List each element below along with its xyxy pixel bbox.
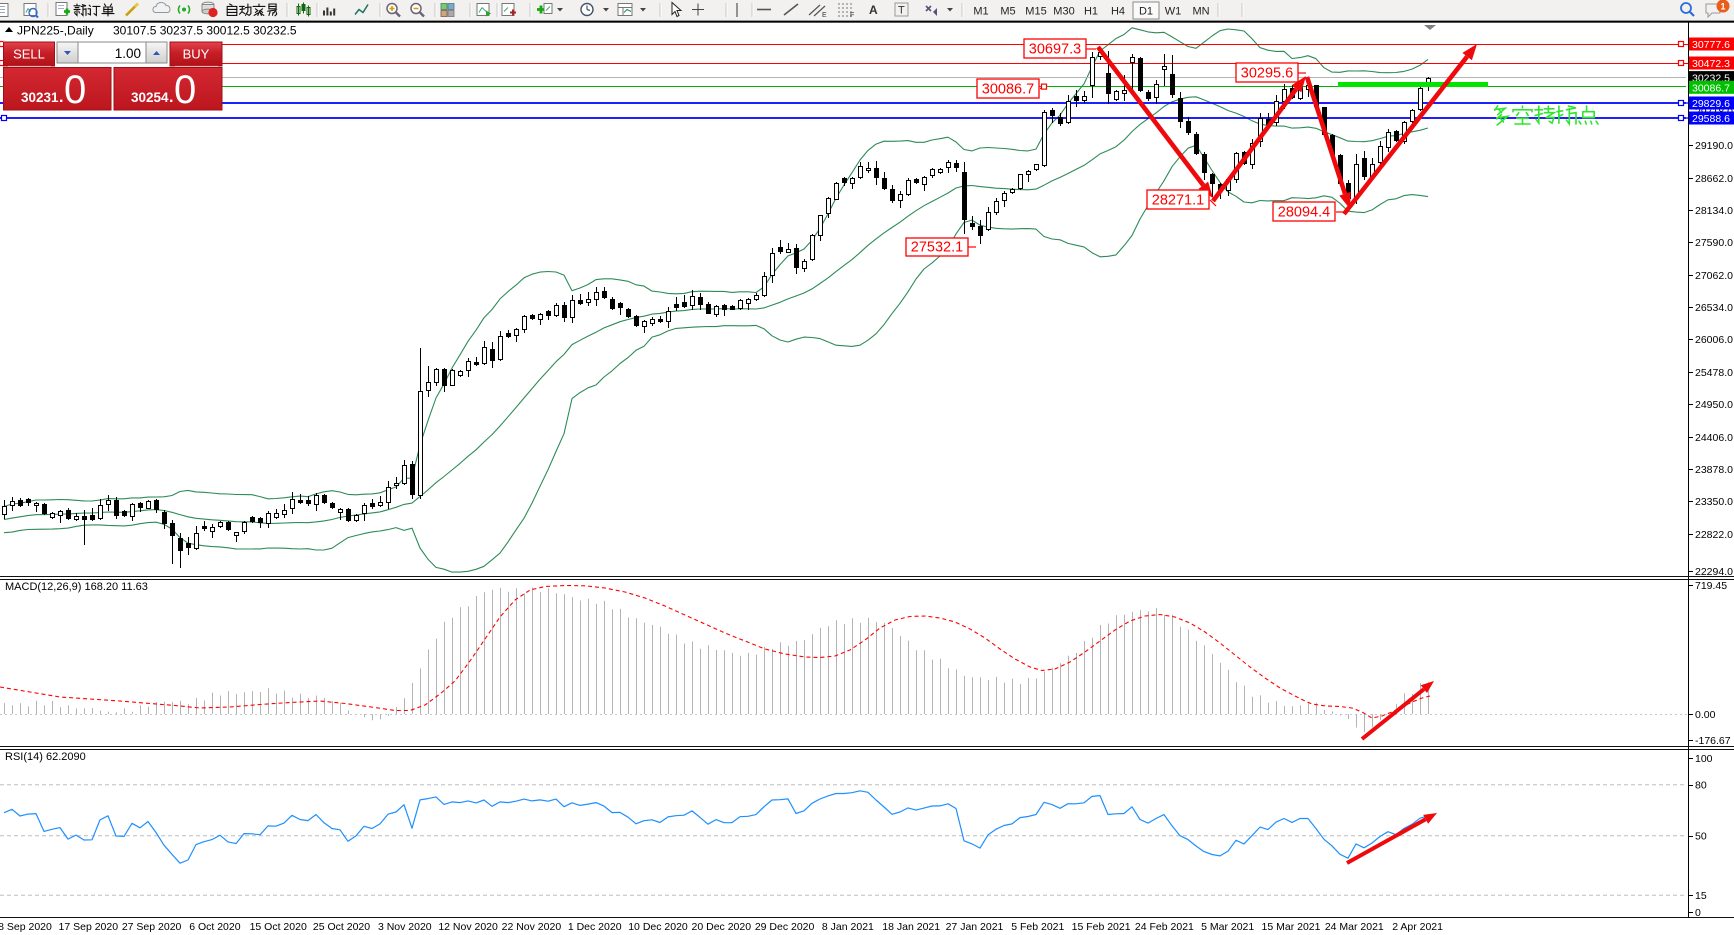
svg-text:T: T: [898, 5, 905, 17]
svg-text:RSI(14) 62.2090: RSI(14) 62.2090: [5, 751, 86, 763]
svg-text:24 Feb 2021: 24 Feb 2021: [1135, 921, 1194, 933]
svg-text:24950.0: 24950.0: [1695, 399, 1733, 411]
svg-text:15 Mar 2021: 15 Mar 2021: [1262, 921, 1321, 933]
svg-text:D1: D1: [1139, 6, 1153, 18]
svg-text:SELL: SELL: [13, 47, 45, 62]
svg-text:30472.3: 30472.3: [1692, 58, 1730, 70]
svg-text:-176.67: -176.67: [1695, 735, 1731, 747]
svg-text:24 Mar 2021: 24 Mar 2021: [1325, 921, 1384, 933]
svg-text:1: 1: [1720, 2, 1725, 12]
svg-text:M30: M30: [1053, 6, 1074, 18]
svg-text:8 Sep 2020: 8 Sep 2020: [0, 921, 52, 933]
svg-text:30107.5 30237.5 30012.5 30232.: 30107.5 30237.5 30012.5 30232.5: [113, 24, 297, 38]
svg-text:24406.0: 24406.0: [1695, 432, 1733, 444]
svg-text:A: A: [869, 3, 878, 17]
svg-text:50: 50: [1695, 831, 1707, 843]
svg-text:22294.0: 22294.0: [1695, 566, 1733, 578]
svg-text:27590.0: 27590.0: [1695, 237, 1733, 249]
svg-text:M1: M1: [973, 6, 988, 18]
svg-text:8 Jan 2021: 8 Jan 2021: [822, 921, 874, 933]
svg-text:22 Nov 2020: 22 Nov 2020: [502, 921, 562, 933]
svg-text:20 Dec 2020: 20 Dec 2020: [692, 921, 752, 933]
svg-text:M15: M15: [1025, 6, 1046, 18]
svg-text:3 Nov 2020: 3 Nov 2020: [378, 921, 432, 933]
svg-text:28094.4: 28094.4: [1278, 205, 1330, 221]
svg-text:H4: H4: [1111, 6, 1125, 18]
svg-text:17 Sep 2020: 17 Sep 2020: [59, 921, 119, 933]
svg-text:29588.6: 29588.6: [1692, 113, 1730, 125]
svg-text:25 Oct 2020: 25 Oct 2020: [313, 921, 370, 933]
svg-text:80: 80: [1695, 780, 1707, 792]
svg-text:MACD(12,26,9) 168.20 11.63: MACD(12,26,9) 168.20 11.63: [5, 581, 148, 593]
svg-text:30231: 30231: [21, 90, 59, 105]
svg-text:W1: W1: [1165, 6, 1182, 18]
svg-text:M5: M5: [1000, 6, 1015, 18]
svg-text:27062.0: 27062.0: [1695, 270, 1733, 282]
svg-text:28662.0: 28662.0: [1695, 173, 1733, 185]
svg-text:1.00: 1.00: [115, 46, 141, 61]
svg-text:H1: H1: [1084, 6, 1098, 18]
svg-text:100: 100: [1695, 753, 1713, 765]
svg-text:28271.1: 28271.1: [1152, 193, 1204, 209]
svg-text:30086.7: 30086.7: [1692, 82, 1730, 94]
svg-text:0: 0: [174, 68, 196, 112]
svg-text:15: 15: [1695, 890, 1707, 902]
svg-text:.: .: [169, 89, 173, 106]
svg-text:BUY: BUY: [183, 47, 210, 62]
svg-text:15 Oct 2020: 15 Oct 2020: [250, 921, 307, 933]
svg-text:30086.7: 30086.7: [982, 82, 1034, 98]
svg-text:.: .: [59, 89, 63, 106]
svg-text:27532.1: 27532.1: [911, 240, 963, 256]
svg-text:18 Jan 2021: 18 Jan 2021: [882, 921, 940, 933]
svg-text:6 Oct 2020: 6 Oct 2020: [189, 921, 241, 933]
svg-text:JPN225-,Daily: JPN225-,Daily: [17, 24, 94, 38]
svg-text:30777.6: 30777.6: [1692, 39, 1730, 51]
svg-text:22822.0: 22822.0: [1695, 529, 1733, 541]
svg-text:29829.6: 29829.6: [1692, 98, 1730, 110]
svg-text:23350.0: 23350.0: [1695, 496, 1733, 508]
svg-text:2 Apr 2021: 2 Apr 2021: [1392, 921, 1443, 933]
svg-text:23878.0: 23878.0: [1695, 464, 1733, 476]
svg-text:5 Feb 2021: 5 Feb 2021: [1011, 921, 1064, 933]
svg-text:26006.0: 26006.0: [1695, 334, 1733, 346]
svg-text:F: F: [850, 12, 854, 19]
svg-text:29 Dec 2020: 29 Dec 2020: [755, 921, 815, 933]
svg-text:1 Dec 2020: 1 Dec 2020: [568, 921, 622, 933]
svg-text:0.00: 0.00: [1695, 709, 1716, 721]
svg-text:E: E: [822, 12, 827, 19]
svg-text:29190.0: 29190.0: [1695, 140, 1733, 152]
svg-text:30295.6: 30295.6: [1241, 66, 1293, 82]
svg-text:5 Mar 2021: 5 Mar 2021: [1201, 921, 1254, 933]
svg-text:12 Nov 2020: 12 Nov 2020: [438, 921, 498, 933]
svg-text:0: 0: [1695, 907, 1701, 919]
svg-text:719.45: 719.45: [1695, 580, 1727, 592]
svg-text:10 Dec 2020: 10 Dec 2020: [628, 921, 688, 933]
svg-text:30697.3: 30697.3: [1029, 42, 1081, 58]
svg-text:26534.0: 26534.0: [1695, 302, 1733, 314]
svg-text:25478.0: 25478.0: [1695, 367, 1733, 379]
svg-text:27 Jan 2021: 27 Jan 2021: [946, 921, 1004, 933]
svg-text:0: 0: [64, 68, 86, 112]
svg-text:28134.0: 28134.0: [1695, 205, 1733, 217]
svg-text:MN: MN: [1192, 6, 1209, 18]
svg-text:15 Feb 2021: 15 Feb 2021: [1072, 921, 1131, 933]
svg-text:27 Sep 2020: 27 Sep 2020: [122, 921, 182, 933]
svg-text:30254: 30254: [131, 90, 169, 105]
